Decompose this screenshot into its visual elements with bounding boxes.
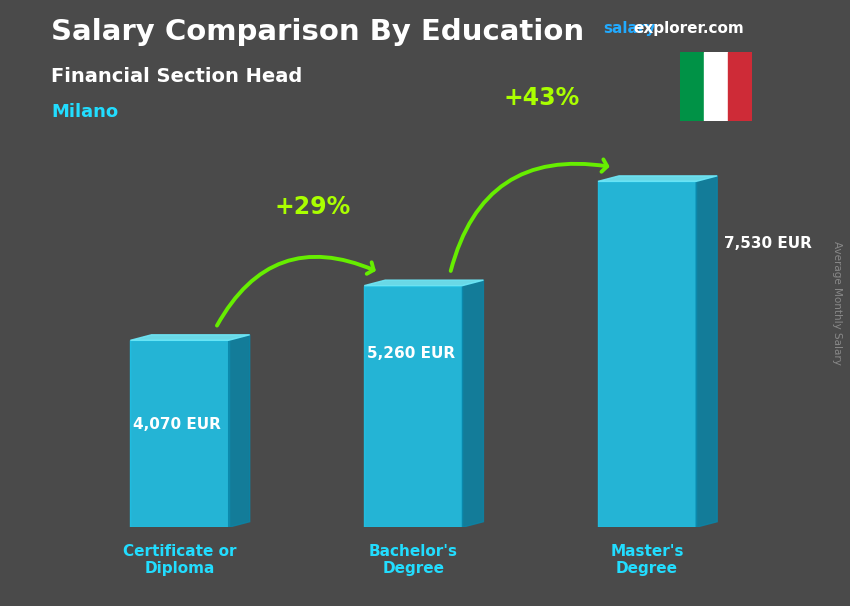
- Text: 7,530 EUR: 7,530 EUR: [724, 236, 812, 251]
- Polygon shape: [229, 335, 250, 527]
- Polygon shape: [696, 176, 717, 527]
- Polygon shape: [130, 335, 250, 341]
- Text: 5,260 EUR: 5,260 EUR: [366, 346, 455, 361]
- Bar: [598, 181, 696, 527]
- Polygon shape: [598, 176, 717, 181]
- Bar: [728, 52, 752, 121]
- Bar: [680, 52, 704, 121]
- Text: Average Monthly Salary: Average Monthly Salary: [832, 241, 842, 365]
- Bar: [704, 52, 728, 121]
- Text: salary: salary: [604, 21, 656, 36]
- Polygon shape: [462, 280, 484, 527]
- Text: +43%: +43%: [504, 86, 580, 110]
- Text: Milano: Milano: [51, 103, 118, 121]
- Text: Salary Comparison By Education: Salary Comparison By Education: [51, 18, 584, 46]
- Text: Financial Section Head: Financial Section Head: [51, 67, 303, 85]
- Bar: [130, 341, 229, 527]
- Text: +29%: +29%: [275, 195, 351, 219]
- Text: explorer.com: explorer.com: [633, 21, 744, 36]
- Text: 4,070 EUR: 4,070 EUR: [133, 417, 221, 432]
- Polygon shape: [364, 280, 484, 285]
- Bar: [364, 285, 462, 527]
